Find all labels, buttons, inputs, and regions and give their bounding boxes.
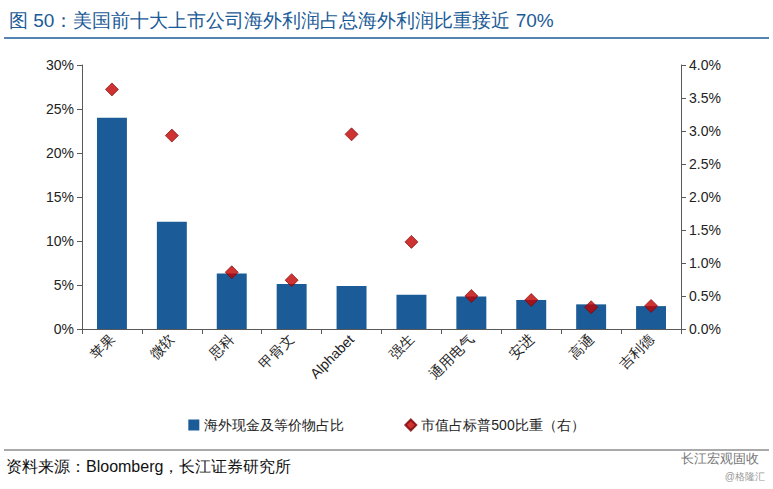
- svg-text:安进: 安进: [506, 331, 537, 362]
- svg-text:20%: 20%: [46, 145, 74, 161]
- svg-text:3.0%: 3.0%: [689, 123, 721, 139]
- svg-text:甲骨文: 甲骨文: [256, 331, 297, 372]
- svg-text:5%: 5%: [54, 277, 74, 293]
- svg-text:微软: 微软: [146, 331, 177, 362]
- svg-text:15%: 15%: [46, 189, 74, 205]
- svg-text:2.5%: 2.5%: [689, 156, 721, 172]
- svg-text:0.0%: 0.0%: [689, 321, 721, 337]
- svg-text:高通: 高通: [566, 331, 597, 362]
- svg-text:1.0%: 1.0%: [689, 255, 721, 271]
- svg-text:苹果: 苹果: [86, 331, 117, 362]
- svg-text:4.0%: 4.0%: [689, 57, 721, 73]
- svg-text:@格隆汇: @格隆汇: [725, 471, 765, 482]
- svg-text:长江宏观固收: 长江宏观固收: [681, 451, 759, 466]
- svg-text:强生: 强生: [386, 331, 417, 362]
- svg-text:30%: 30%: [46, 57, 74, 73]
- svg-text:0.5%: 0.5%: [689, 288, 721, 304]
- svg-text:市值占标普500比重（右）: 市值占标普500比重（右）: [421, 417, 584, 433]
- svg-text:3.5%: 3.5%: [689, 90, 721, 106]
- svg-text:海外现金及等价物占比: 海外现金及等价物占比: [204, 417, 344, 433]
- svg-text:25%: 25%: [46, 101, 74, 117]
- svg-text:10%: 10%: [46, 233, 74, 249]
- svg-text:图 50：美国前十大上市公司海外利润占总海外利润比重接近 7: 图 50：美国前十大上市公司海外利润占总海外利润比重接近 70%: [9, 10, 554, 31]
- svg-text:0%: 0%: [54, 321, 74, 337]
- svg-text:资料来源：Bloomberg，长江证券研究所: 资料来源：Bloomberg，长江证券研究所: [6, 458, 291, 475]
- svg-text:思科: 思科: [206, 331, 238, 363]
- svg-text:1.5%: 1.5%: [689, 222, 721, 238]
- svg-text:吉利德: 吉利德: [616, 331, 657, 372]
- svg-text:通用电气: 通用电气: [426, 331, 477, 382]
- svg-text:Alphabet: Alphabet: [307, 331, 357, 381]
- svg-text:2.0%: 2.0%: [689, 189, 721, 205]
